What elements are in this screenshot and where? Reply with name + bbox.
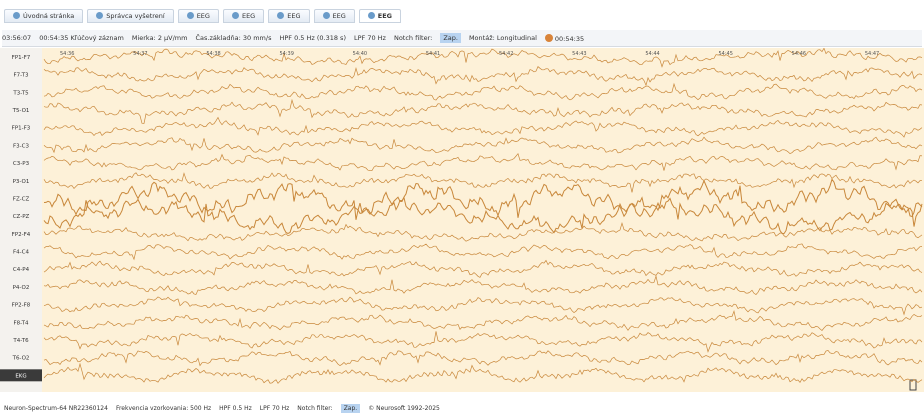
time-mark: 54:44 (645, 51, 659, 57)
status-bar: Neuron-Spectrum-64 NR22360124 Frekvencia… (4, 402, 440, 414)
channel-label: FP1-F3 (12, 126, 31, 132)
toolbar: 03:56:07 00:54:35 Kľúčový záznam Mierka:… (2, 30, 922, 47)
tab[interactable]: EEG (314, 9, 355, 23)
channel-label: P3-O1 (13, 179, 30, 185)
scale-dropdown[interactable]: Mierka: 2 µV/mm (132, 34, 188, 42)
channel-label: T6-O2 (12, 356, 30, 362)
channel-label: C4-P4 (13, 267, 30, 273)
time-mark: 54:40 (353, 51, 367, 57)
tab-label: EEG (287, 12, 300, 20)
cursor[interactable]: 00:54:35 (545, 34, 584, 43)
tab[interactable]: EEG (359, 9, 401, 23)
channel-label: F3-C3 (13, 143, 29, 149)
timebase-dropdown[interactable]: Čas.základňa: 30 mm/s (195, 34, 271, 42)
sampling: Frekvencia vzorkovania: 500 Hz (116, 405, 211, 412)
tab[interactable]: EEG (223, 9, 264, 23)
time-mark: 54:46 (792, 51, 806, 57)
channel-label: F8-T4 (13, 320, 29, 326)
channel-label: T4-T6 (12, 338, 29, 344)
time-mark: 54:37 (133, 51, 147, 57)
tab[interactable]: EEG (268, 9, 309, 23)
lpf: LPF 70 Hz (260, 405, 290, 412)
channel-label: P4-O2 (13, 285, 30, 291)
tab-label: EEG (197, 12, 210, 20)
channel-label: C3-P3 (13, 161, 30, 167)
tab[interactable]: Úvodná stránka (4, 9, 83, 23)
tab-bar: Úvodná stránka Správca vyšetrení EEG EEG… (4, 8, 401, 24)
time-mark: 54:39 (280, 51, 294, 57)
tab-label: EEG (378, 12, 392, 20)
copyright: © Neurosoft 1992-2025 (368, 405, 440, 412)
time-mark: 54:43 (572, 51, 586, 57)
time-mark: 54:41 (426, 51, 440, 57)
notch-label: Notch filter: (297, 405, 332, 412)
time: 03:56:07 (2, 34, 31, 42)
cursor-time: 00:54:35 (555, 35, 584, 43)
tab[interactable]: Správca vyšetrení (87, 9, 173, 23)
lpf-dropdown[interactable]: LPF 70 Hz (354, 34, 386, 42)
montage-dropdown[interactable]: Montáž: Longitudinal (469, 34, 537, 42)
hpf-dropdown[interactable]: HPF 0.5 Hz (0.318 s) (279, 34, 346, 42)
time-mark: 54:42 (499, 51, 513, 57)
tab-label: EEG (333, 12, 346, 20)
channel-label: F7-T3 (13, 73, 29, 79)
channel-label: CZ-PZ (13, 214, 30, 220)
channel-label: FZ-CZ (13, 196, 30, 202)
time-mark: 54:47 (865, 51, 879, 57)
channel-label: T3-T5 (12, 90, 29, 96)
app: Úvodná stránka Správca vyšetrení EEG EEG… (0, 0, 924, 416)
channel-label: T5-O1 (12, 108, 30, 114)
eeg-view: FP1-F7 F7-T3 T3-T5 T5-O1 FP1-F3 F3-C3 C3-P3 P3-… (0, 48, 924, 392)
channel-label: EKG (15, 373, 26, 379)
key-record-dropdown[interactable]: 00:54:35 Kľúčový záznam (39, 34, 124, 42)
channel-label: F4-C4 (13, 250, 29, 256)
time-mark: 54:36 (60, 51, 74, 57)
notch-state: Zap. (341, 404, 361, 413)
notch-label: Notch filter: (394, 34, 432, 42)
notch-toggle[interactable]: Zap. (440, 33, 461, 43)
tab-label: Správca vyšetrení (106, 12, 164, 20)
channel-label: FP1-F7 (12, 55, 31, 61)
tab-label: EEG (242, 12, 255, 20)
channel-label: FP2-F4 (12, 232, 31, 238)
time-mark: 54:38 (206, 51, 220, 57)
tab[interactable]: EEG (178, 9, 219, 23)
tab-label: Úvodná stránka (23, 12, 74, 20)
hpf: HPF 0.5 Hz (219, 405, 252, 412)
time-mark: 54:45 (719, 51, 733, 57)
channel-label: FP2-F8 (12, 303, 31, 309)
device: Neuron-Spectrum-64 NR22360124 (4, 405, 108, 412)
